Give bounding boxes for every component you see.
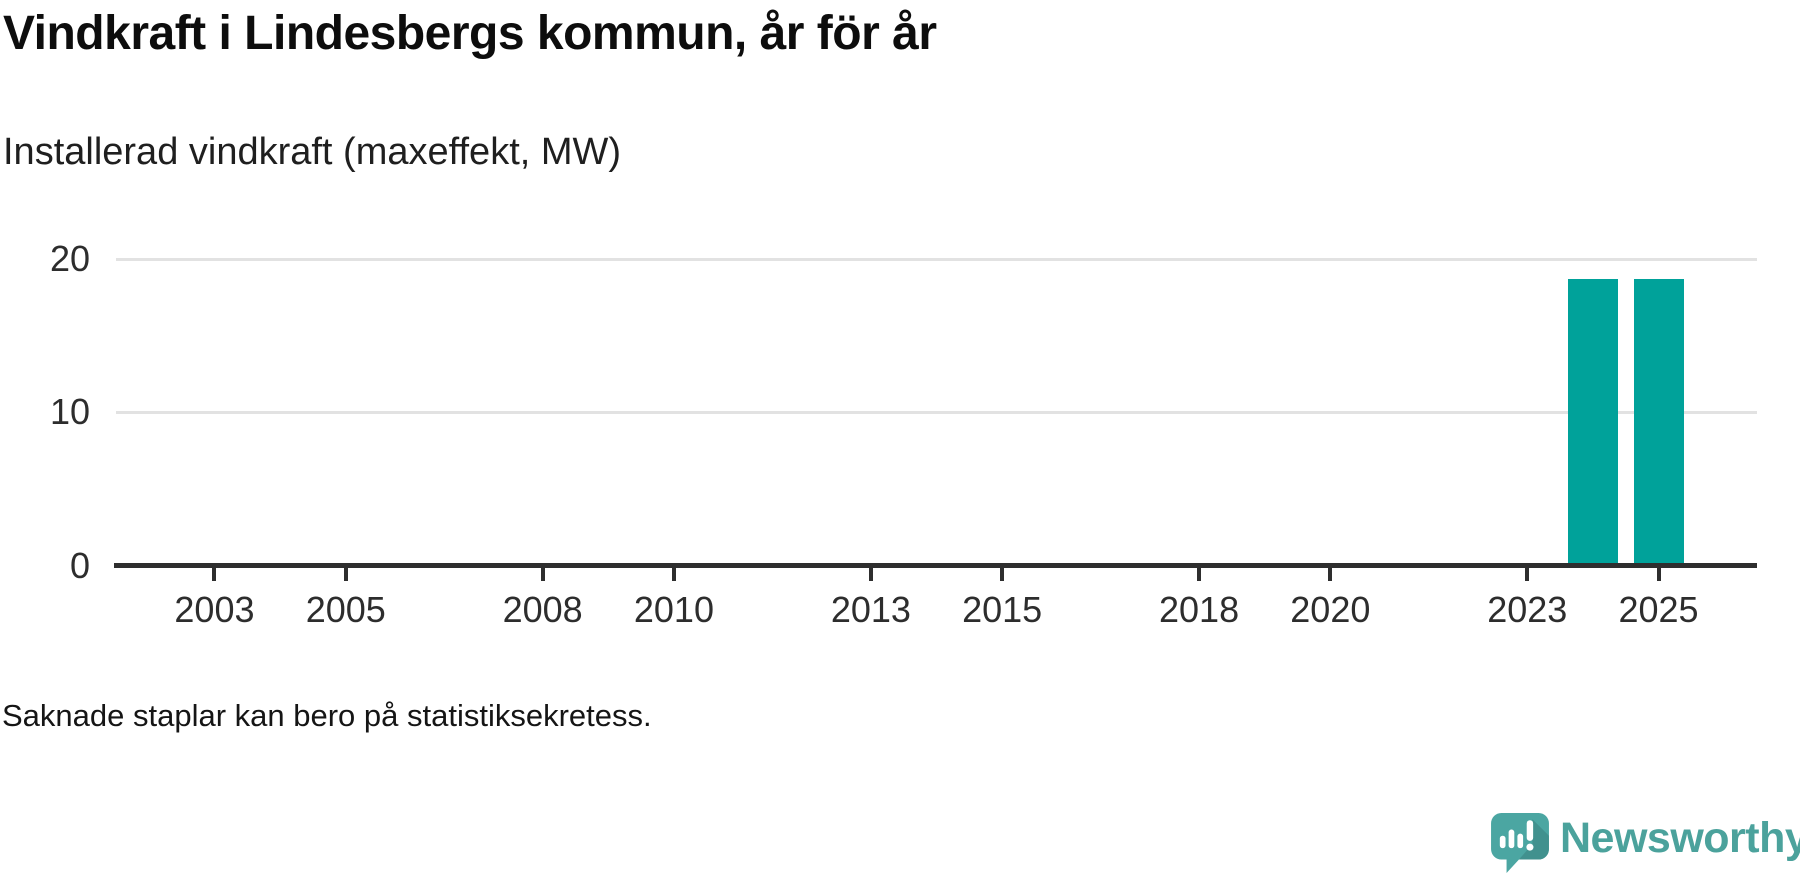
x-tick-label-2005: 2005: [305, 589, 386, 630]
x-tick-label-2013: 2013: [830, 589, 911, 630]
x-tick-label-2008: 2008: [502, 589, 583, 630]
x-tick-2025: [1656, 568, 1661, 581]
x-tick-label-2010: 2010: [633, 589, 714, 630]
x-axis-line: [114, 563, 1757, 568]
x-tick-2008: [540, 568, 545, 581]
x-tick-2010: [671, 568, 676, 581]
x-tick-label-2015: 2015: [962, 589, 1043, 630]
x-tick-2013: [868, 568, 873, 581]
x-tick-2003: [212, 568, 217, 581]
y-tick-label-0: 0: [69, 544, 90, 586]
chart-title: Vindkraft i Lindesbergs kommun, år för å…: [3, 7, 937, 60]
x-tick-label-2023: 2023: [1487, 589, 1568, 630]
missing-data-note: Saknade staplar kan bero på statistiksek…: [2, 698, 652, 733]
x-tick-label-2020: 2020: [1290, 589, 1371, 630]
x-tick-2020: [1328, 568, 1333, 581]
y-tick-label-20: 20: [49, 238, 90, 279]
x-tick-2023: [1525, 568, 1530, 581]
x-tick-2015: [1000, 568, 1005, 581]
newsworthy-branding: Newsworthy: [1491, 813, 1800, 874]
gridline-y-20: [116, 257, 1757, 261]
gridline-y-10: [116, 410, 1757, 414]
bar-2024: [1567, 278, 1618, 565]
x-tick-2005: [343, 568, 348, 581]
y-tick-label-10: 10: [49, 391, 90, 433]
x-tick-2018: [1197, 568, 1202, 581]
x-tick-label-2003: 2003: [174, 589, 255, 630]
x-tick-label-2018: 2018: [1159, 589, 1240, 630]
newsworthy-wordmark: Newsworthy: [1560, 814, 1800, 862]
bar-2025: [1633, 278, 1684, 565]
chart-subtitle: Installerad vindkraft (maxeffekt, MW): [3, 131, 622, 173]
x-tick-label-2025: 2025: [1618, 589, 1699, 630]
newsworthy-logo-icon: [1491, 813, 1549, 873]
